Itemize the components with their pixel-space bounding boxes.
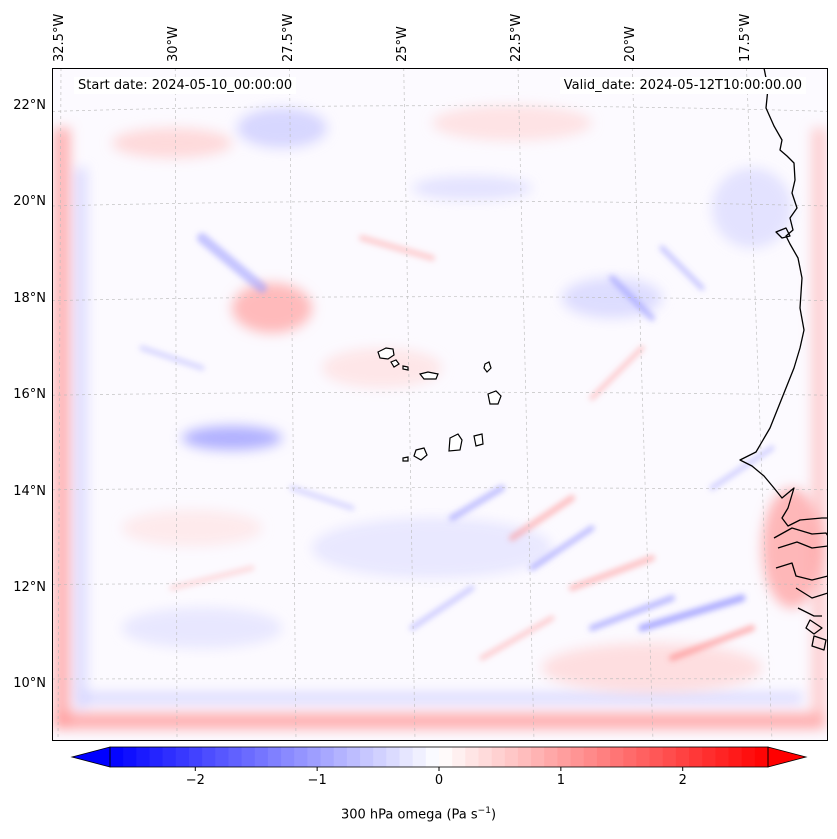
colorbar-cell: [202, 747, 216, 767]
colorbar-tick-label: −2: [185, 773, 205, 788]
colorbar-cell: [425, 747, 440, 767]
colorbar-cell: [583, 747, 598, 767]
meridian-line: [57, 68, 62, 741]
cape-verde-islands: [377, 347, 502, 462]
colorbar-cell: [715, 747, 730, 767]
colorbar-cell: [728, 747, 743, 767]
latitude-tick-label: 18°N: [13, 290, 46, 306]
colorbar-tick-label: −1: [307, 773, 327, 788]
colorbar-cell: [399, 747, 414, 767]
colorbar-cell: [307, 747, 322, 767]
latitude-tick-label: 10°N: [13, 676, 46, 692]
latitude-tick-label: 12°N: [13, 580, 46, 595]
colorbar-cell: [596, 747, 611, 767]
colorbar-cell: [478, 747, 493, 767]
colorbar-cell: [465, 747, 480, 767]
colorbar-cell: [623, 747, 637, 767]
colorbar-cell: [136, 747, 151, 767]
colorbar-cell: [610, 747, 624, 767]
parallel-line: [52, 487, 828, 491]
colorbar-cell: [439, 747, 453, 767]
valid-date-label: Valid_date: 2024-05-12T10:00:00.00: [559, 77, 806, 94]
colorbar-cell: [689, 747, 703, 767]
colorbar-cell: [175, 747, 190, 767]
map-panel: [52, 68, 828, 741]
omega-streaks: [139, 233, 775, 661]
parallel-line: [52, 200, 828, 207]
meridian-line: [289, 68, 297, 741]
colorbar-cell: [675, 747, 690, 767]
colorbar-cell: [491, 747, 506, 767]
colorbar-cell: [333, 747, 348, 767]
colorbar-cell: [149, 747, 164, 767]
colorbar-cell: [254, 747, 269, 767]
latitude-tick-label: 16°N: [13, 387, 46, 403]
colorbar-cell: [162, 747, 177, 767]
colorbar-cell: [754, 747, 769, 767]
colorbar-cell: [123, 747, 137, 767]
meridian-line: [174, 68, 178, 741]
colorbar-cell: [517, 747, 532, 767]
colorbar-cell: [662, 747, 677, 767]
colorbar-cell: [504, 747, 519, 767]
meridian-line: [403, 68, 416, 741]
latitude-tick-label: 20°N: [13, 194, 46, 210]
colorbar-tick-label: 0: [434, 773, 444, 788]
colorbar-tick-label: 2: [678, 773, 687, 788]
gridlines: [52, 68, 828, 741]
colorbar-cell: [702, 747, 716, 767]
colorbar-cell: [412, 747, 427, 767]
colorbar-tick-label: 1: [556, 773, 565, 788]
meridian-line: [631, 68, 654, 741]
parallel-line: [52, 391, 828, 396]
colorbar-cell: [741, 747, 756, 767]
colorbar-cell: [636, 747, 651, 767]
colorbar-cell: [320, 747, 335, 767]
colorbar-cell: [531, 747, 545, 767]
colorbar-cell: [649, 747, 664, 767]
omega-field-map: [52, 68, 828, 741]
colorbar-cell: [294, 747, 308, 767]
colorbar-cell: [557, 747, 572, 767]
colorbar-cell: [386, 747, 401, 767]
colorbar-cell: [346, 747, 361, 767]
colorbar-extend-max: [767, 746, 808, 768]
colorbar-cell: [360, 747, 374, 767]
colorbar-cell: [544, 747, 559, 767]
colorbar-cell: [228, 747, 243, 767]
colorbar-label: 300 hPa omega (Pa s−1): [340, 806, 497, 823]
colorbar-cells: [110, 747, 769, 767]
colorbar-cell: [110, 747, 124, 767]
colorbar-cell: [373, 747, 387, 767]
meridian-line: [746, 68, 773, 741]
parallel-line: [52, 105, 828, 112]
meridian-line: [517, 68, 535, 741]
parallel-line: [52, 296, 828, 301]
colorbar-cell: [570, 747, 585, 767]
colorbar-cell: [215, 747, 230, 767]
colorbar-tick-marks: [194, 767, 684, 771]
colorbar-cell: [281, 747, 295, 767]
colorbar-cell: [188, 747, 203, 767]
coastline: [739, 68, 828, 651]
colorbar-cell: [241, 747, 256, 767]
latitude-tick-label: 22°N: [13, 98, 46, 113]
colorbar-extend-min: [70, 746, 111, 768]
latitude-tick-label: 14°N: [13, 483, 46, 499]
colorbar-cell: [452, 747, 466, 767]
colorbar-cell: [267, 747, 282, 767]
parallel-line: [52, 582, 828, 585]
map-frame: [52, 68, 828, 741]
start-date-label: Start date: 2024-05-10_00:00:00: [74, 77, 297, 94]
